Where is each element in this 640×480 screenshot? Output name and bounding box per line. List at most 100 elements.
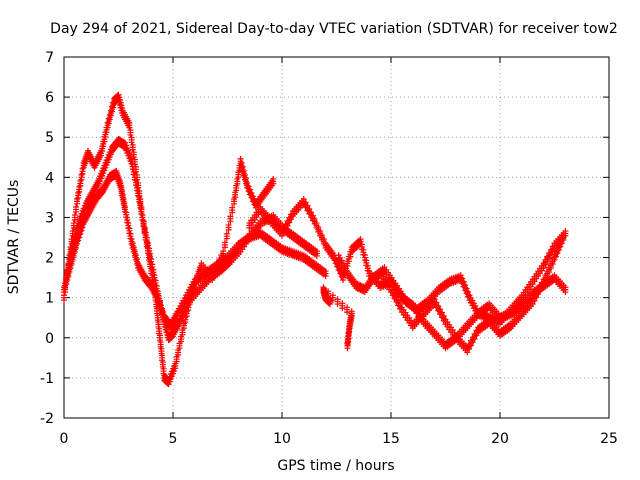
data-point — [71, 212, 78, 219]
data-point — [238, 159, 245, 166]
data-point — [140, 218, 147, 225]
data-point — [74, 195, 81, 202]
data-point — [339, 300, 346, 307]
data-point — [128, 236, 135, 243]
data-point — [132, 252, 139, 259]
series-trace-c — [61, 91, 277, 388]
data-point — [161, 316, 168, 323]
data-point — [334, 296, 341, 303]
data-point — [117, 99, 124, 106]
data-point — [121, 200, 128, 207]
data-point — [149, 272, 156, 279]
data-point — [135, 179, 142, 186]
data-point — [249, 193, 256, 200]
data-point — [154, 312, 161, 319]
data-point — [438, 309, 445, 316]
data-point — [395, 297, 402, 304]
data-point — [72, 204, 79, 211]
data-point — [220, 248, 227, 255]
data-point — [127, 230, 134, 237]
data-point — [154, 305, 161, 312]
y-tick-label: 1 — [45, 291, 54, 307]
data-point — [142, 232, 149, 239]
data-point — [115, 91, 122, 98]
data-point — [68, 236, 75, 243]
data-point — [164, 327, 171, 334]
data-point — [159, 306, 166, 313]
data-point — [459, 275, 466, 282]
data-point — [247, 186, 254, 193]
data-point — [318, 232, 325, 239]
data-point — [127, 127, 134, 134]
data-point — [241, 171, 248, 178]
data-point — [156, 332, 163, 339]
data-point — [302, 199, 309, 206]
y-tick-label: 2 — [45, 251, 54, 267]
data-point — [326, 296, 333, 303]
data-point — [119, 187, 126, 194]
data-point — [460, 278, 467, 285]
data-point — [147, 258, 154, 265]
data-point — [270, 175, 277, 182]
data-point — [76, 183, 83, 190]
chart-title: Day 294 of 2021, Sidereal Day-to-day VTE… — [50, 21, 618, 37]
data-point — [136, 187, 143, 194]
data-point — [130, 244, 137, 251]
data-point — [143, 238, 150, 245]
data-point — [157, 339, 164, 346]
data-point — [77, 177, 84, 184]
data-point — [322, 268, 329, 275]
data-point — [361, 252, 368, 259]
x-tick-label: 10 — [273, 431, 291, 447]
data-point — [158, 345, 165, 352]
data-point — [163, 324, 170, 331]
data-point — [116, 97, 123, 104]
plot-frame — [63, 56, 610, 419]
axis-ticks: 0 5 10 15 20 25 -2 -1 0 1 2 3 4 5 6 7 — [40, 50, 618, 447]
data-point — [78, 171, 85, 178]
data-point — [119, 105, 126, 112]
data-point — [70, 220, 77, 227]
data-point — [63, 276, 70, 283]
data-point — [348, 308, 355, 315]
data-point — [123, 142, 130, 149]
data-point — [122, 204, 129, 211]
data-point — [126, 119, 133, 126]
data-point — [126, 225, 133, 232]
data-point — [118, 183, 125, 190]
data-point — [119, 191, 126, 198]
data-point — [308, 209, 315, 216]
x-tick-label: 15 — [382, 431, 400, 447]
data-point — [67, 244, 74, 251]
data-point — [311, 216, 318, 223]
data-point — [139, 212, 146, 219]
data-point — [144, 240, 151, 247]
data-point — [435, 302, 442, 309]
data-point — [150, 278, 157, 285]
data-point — [306, 206, 313, 213]
data-point — [69, 228, 76, 235]
series-trace-b — [63, 135, 320, 344]
data-point — [243, 175, 250, 182]
data-point — [159, 359, 166, 366]
y-tick-label: 7 — [45, 50, 54, 66]
series-trace-d — [246, 195, 569, 352]
data-point — [125, 220, 132, 227]
data-point — [248, 189, 255, 196]
y-tick-label: -2 — [40, 411, 54, 427]
series-trace-a — [61, 167, 329, 332]
data-point — [433, 299, 440, 306]
data-point — [128, 134, 135, 141]
data-point — [320, 236, 327, 243]
series-trace-e — [335, 252, 569, 324]
data-point — [156, 325, 163, 332]
data-point — [129, 141, 136, 148]
data-point — [244, 179, 251, 186]
data-point — [431, 296, 438, 303]
data-point — [158, 302, 165, 309]
data-markers — [61, 91, 569, 388]
data-point — [315, 224, 322, 231]
data-point — [358, 241, 365, 248]
data-point — [120, 195, 127, 202]
data-point — [155, 292, 162, 299]
